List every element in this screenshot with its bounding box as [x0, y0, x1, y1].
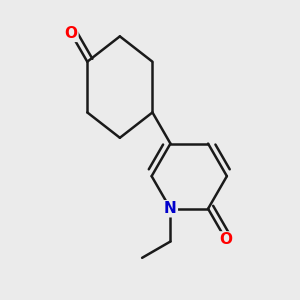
- Text: O: O: [220, 232, 232, 247]
- Text: N: N: [164, 201, 177, 216]
- Text: O: O: [64, 26, 77, 41]
